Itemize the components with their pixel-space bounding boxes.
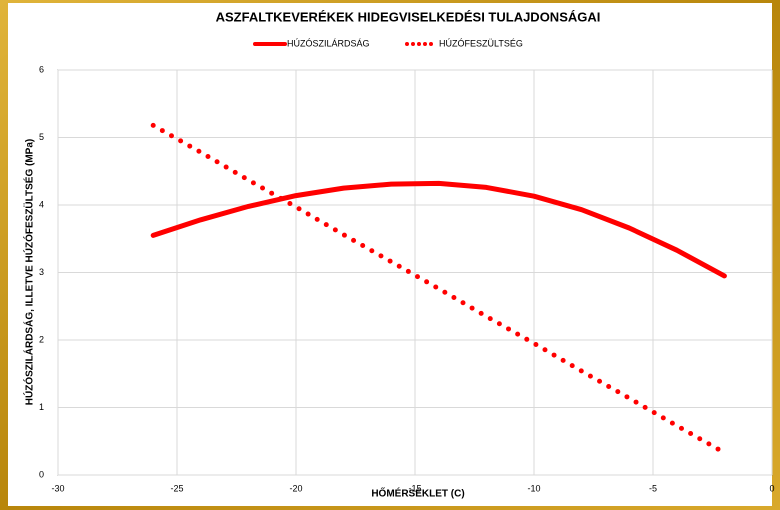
x-tick-label: -20 <box>289 483 302 493</box>
x-tick-label: -25 <box>170 483 183 493</box>
x-tick-label: 0 <box>769 483 774 493</box>
y-tick-label: 1 <box>39 402 44 412</box>
x-tick-label: -10 <box>527 483 540 493</box>
chart-title: ASZFALTKEVERÉKEK HIDEGVISELKEDÉSI TULAJD… <box>216 9 601 24</box>
y-tick-label: 2 <box>39 334 44 344</box>
y-tick-label: 0 <box>39 469 44 479</box>
y-tick-label: 4 <box>39 199 44 209</box>
y-axis-label: HÚZÓSZILÁRDSÁG, ILLETVE HÚZÓFESZÜLTSÉG (… <box>23 139 36 405</box>
x-axis-label: HŐMÉRSÉKLET (C) <box>371 487 464 500</box>
x-tick-label: -15 <box>408 483 421 493</box>
series-line <box>150 180 727 279</box>
y-tick-label: 6 <box>39 64 44 74</box>
legend-label: HÚZÓFESZÜLTSÉG <box>439 38 523 48</box>
y-tick-label: 5 <box>39 132 44 142</box>
x-tick-label: -30 <box>51 483 64 493</box>
x-tick-label: -5 <box>649 483 657 493</box>
legend-label: HÚZÓSZILÁRDSÁG <box>287 38 370 48</box>
y-tick-label: 3 <box>39 267 44 277</box>
chart-area <box>8 3 772 506</box>
